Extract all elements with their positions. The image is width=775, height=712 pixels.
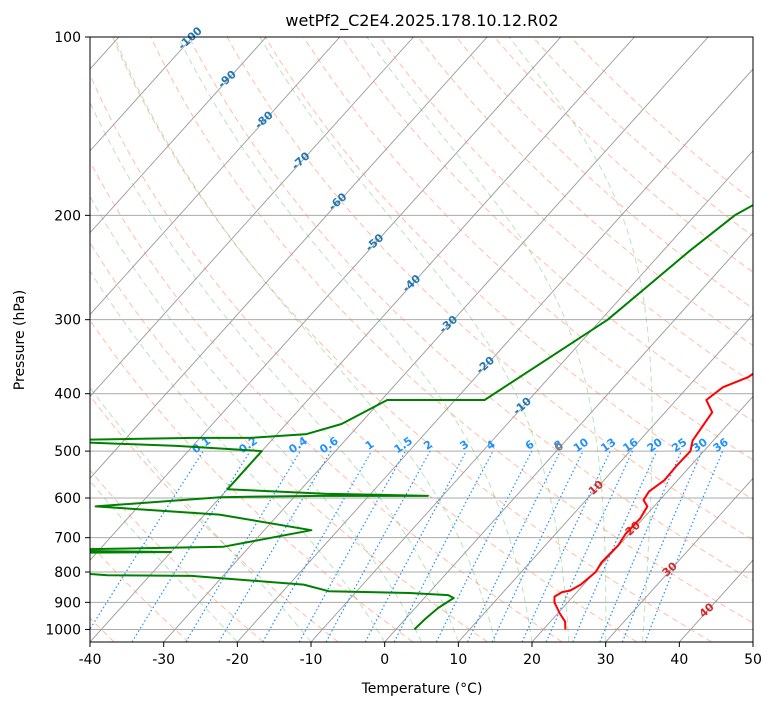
mixing-ratio-label: 10	[571, 435, 591, 455]
mixing-ratio-line	[622, 451, 702, 642]
isotherm-line	[753, 37, 775, 642]
isotherm-line	[458, 37, 775, 642]
x-tick-label: -20	[226, 652, 249, 668]
x-tick-label: 30	[597, 652, 615, 668]
x-tick-label: -40	[79, 652, 102, 668]
mixing-ratio-line	[326, 451, 430, 642]
isotherm-line	[679, 37, 775, 642]
x-tick-label: 50	[744, 652, 762, 668]
y-tick-label: 400	[54, 387, 81, 403]
isotherm-line	[0, 37, 487, 642]
mixing-ratio-line	[492, 451, 583, 642]
dry-adiabat-line	[418, 37, 775, 642]
y-tick-label: 800	[54, 565, 81, 581]
moist-adiabat-line	[509, 37, 652, 642]
isotherm-line	[532, 37, 775, 642]
y-tick-label: 100	[54, 30, 81, 46]
mixing-ratio-line	[573, 451, 657, 642]
x-tick-label: -30	[152, 652, 175, 668]
dry-adiabat-line	[0, 37, 413, 642]
y-axis-title: Pressure (hPa)	[12, 290, 28, 390]
y-tick-label: 900	[54, 595, 81, 611]
x-tick-label: 0	[380, 652, 389, 668]
x-tick-label: 10	[449, 652, 467, 668]
x-tick-label: 20	[523, 652, 541, 668]
profile-series	[0, 37, 775, 629]
x-tick-label: -10	[300, 652, 323, 668]
mixing-ratio-line	[365, 451, 466, 642]
moist-adiabat-line	[21, 37, 422, 642]
plot-frame	[90, 37, 753, 642]
y-tick-label: 1000	[45, 622, 81, 638]
dewpoint-profile-line	[0, 37, 775, 629]
mixing-ratio-label: 4	[484, 438, 498, 453]
y-tick-label: 600	[54, 491, 81, 507]
mixing-ratio-line	[394, 451, 493, 642]
x-tick-label: 40	[670, 652, 688, 668]
mixing-ratio-label: 36	[711, 435, 731, 455]
mixing-ratio-label: 3	[457, 438, 471, 453]
isotherm-label: 0	[552, 439, 567, 454]
dry-adiabat-line	[265, 37, 775, 642]
dry-adiabat-line	[456, 37, 775, 642]
isotherm-line	[237, 37, 775, 642]
mixing-ratio-label: 25	[669, 436, 689, 455]
dry-adiabat-line	[533, 37, 775, 642]
mixing-ratio-label: 1.5	[392, 434, 415, 456]
dry-adiabat-line	[342, 37, 775, 642]
mixing-ratio-label: 1	[363, 438, 377, 453]
chart-title: wetPf2_C2E4.2025.178.10.12.R02	[285, 11, 558, 31]
mixing-ratio-line	[299, 451, 405, 642]
isobar-grid	[90, 37, 753, 629]
x-axis-title: Temperature (°C)	[361, 681, 483, 697]
mixing-ratio-line	[263, 451, 372, 642]
mixing-ratio-label: 20	[645, 435, 665, 455]
mixing-ratio-label: 16	[621, 435, 641, 455]
mixing-ratio-label: 0.6	[317, 434, 341, 456]
moist-adiabat-line	[367, 37, 606, 642]
y-tick-label: 300	[54, 313, 81, 329]
mixing-ratio-label: 0.4	[286, 434, 310, 456]
mixing-ratio-label: 2	[421, 438, 435, 453]
isotherm-line	[311, 37, 775, 642]
mixing-ratio-label: 30	[690, 435, 710, 455]
y-tick-label: 200	[54, 208, 81, 224]
isotherm-line	[164, 37, 709, 642]
y-tick-label: 500	[54, 444, 81, 460]
moist-adiabat-line	[260, 37, 569, 642]
isotherm-line	[0, 37, 414, 642]
dry-adiabat-line	[494, 37, 775, 642]
mixing-ratio-line	[468, 451, 561, 642]
y-tick-label: 700	[54, 531, 81, 547]
isotherm-label: -100	[176, 24, 205, 52]
mixing-ratio-line	[600, 451, 682, 642]
isotherm-line	[90, 37, 635, 642]
plot-border	[90, 37, 753, 642]
